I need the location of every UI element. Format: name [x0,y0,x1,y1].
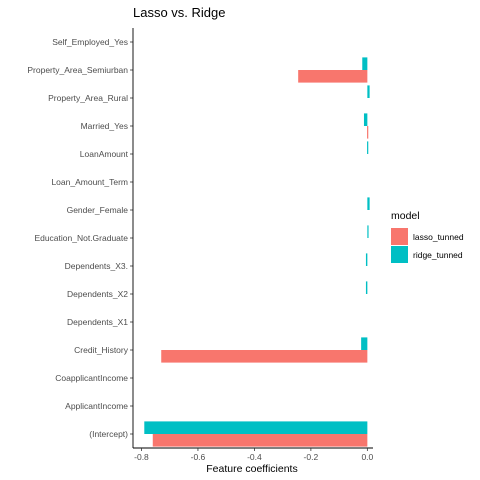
x-axis-label: Feature coefficients [206,463,297,475]
y-tick-label: (Intercept) [89,429,128,439]
bar-ridge_tunned [365,253,368,266]
y-axis: Self_Employed_Yes Property_Area_Semiurban… [27,28,134,448]
x-tick-label: 0.0 [361,452,373,462]
bar-ridge_tunned [363,113,368,126]
bar-ridge_tunned [362,57,368,70]
y-tick-label: Dependents_X1 [67,317,128,327]
bar-lasso_tunned [367,126,369,139]
y-tick-label: Education_Not.Graduate [34,233,128,243]
legend-label: lasso_tunned [413,232,464,242]
chart-title: Lasso vs. Ridge [133,5,226,20]
y-tick-label: ApplicantIncome [65,401,128,411]
x-tick-label: -0.8 [134,452,149,462]
x-tick-label: -0.4 [247,452,262,462]
bar-lasso_tunned [161,350,368,363]
y-tick-label: CoapplicantIncome [55,373,128,383]
bar-ridge_tunned [361,337,368,350]
x-tick-label: -0.6 [191,452,206,462]
bar-ridge_tunned [367,225,369,238]
y-tick-label: Property_Area_Semiurban [27,65,128,75]
y-tick-label: Property_Area_Rural [48,93,128,103]
y-tick-label: Loan_Amount_Term [51,177,128,187]
x-axis: -0.8 -0.6 -0.4 -0.2 0.0 [133,447,374,462]
x-tick-label: -0.2 [304,452,319,462]
legend-title: model [391,210,420,222]
legend: model lasso_tunned ridge_tunned [391,210,464,263]
y-tick-label: LoanAmount [80,149,129,159]
bar-ridge_tunned [365,281,368,294]
plot-area [144,57,370,447]
bar-ridge_tunned [367,197,370,210]
y-tick-label: Gender_Female [67,205,129,215]
bar-lasso_tunned [152,434,368,447]
y-tick-label: Married_Yes [81,121,128,131]
bar-ridge_tunned [144,421,368,434]
legend-swatch-lasso_tunned [391,228,408,245]
legend-swatch-ridge_tunned [391,246,408,263]
bar-ridge_tunned [367,85,370,98]
y-tick-label: Credit_History [74,345,129,355]
y-tick-label: Dependents_X3. [65,261,128,271]
y-tick-label: Self_Employed_Yes [52,37,128,47]
legend-label: ridge_tunned [413,250,463,260]
y-tick-label: Dependents_X2 [67,289,128,299]
bar-ridge_tunned [367,141,369,154]
bar-lasso_tunned [298,70,368,83]
